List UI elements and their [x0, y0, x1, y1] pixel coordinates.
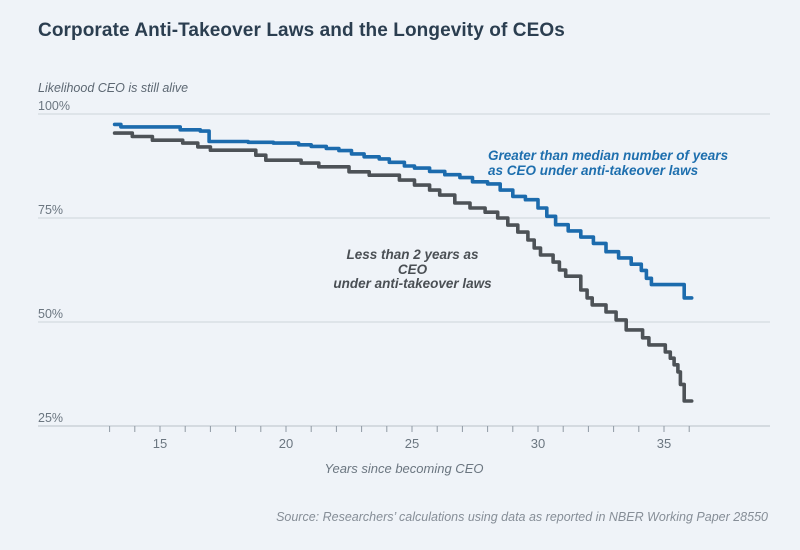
annotation-less-than-2-years: Less than 2 years as CEO under anti-take…	[330, 247, 495, 292]
survival-curve-less-than-2-years	[112, 131, 694, 403]
survival-curve-greater-than-median	[112, 122, 694, 300]
x-tick-label: 35	[657, 436, 671, 451]
chart-title: Corporate Anti-Takeover Laws and the Lon…	[38, 20, 565, 41]
annotation-line-2: as CEO under anti-takeover laws	[488, 162, 699, 178]
x-tick-label: 15	[153, 436, 167, 451]
y-tick-label: 25%	[38, 411, 63, 425]
y-tick-label: 50%	[38, 307, 63, 321]
x-tick-label: 20	[279, 436, 293, 451]
x-axis-label: Years since becoming CEO	[324, 461, 484, 476]
y-tick-label: 100%	[38, 99, 70, 113]
y-tick-label: 75%	[38, 203, 63, 217]
annotation-line-1: Greater than median number of years	[488, 148, 729, 163]
annotation-line-1: Less than 2 years as CEO	[346, 247, 479, 277]
x-tick-label: 30	[531, 436, 545, 451]
annotation-greater-than-median: Greater than median number of years as C…	[488, 148, 729, 178]
y-axis-caption: Likelihood CEO is still alive	[38, 81, 189, 95]
annotation-line-2: under anti-takeover laws	[333, 276, 492, 291]
source-note: Source: Researchers’ calculations using …	[276, 510, 768, 524]
x-tick-label: 25	[405, 436, 419, 451]
